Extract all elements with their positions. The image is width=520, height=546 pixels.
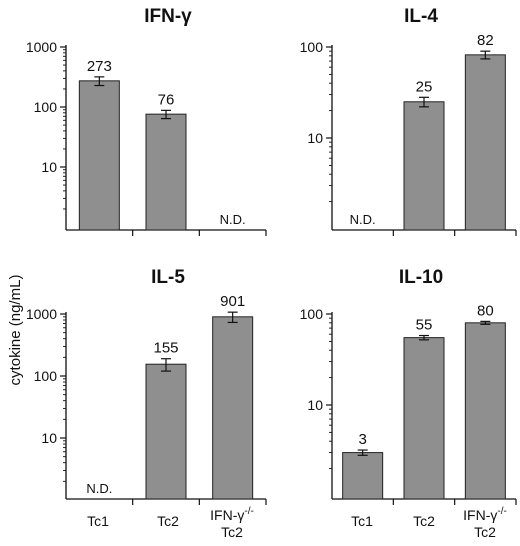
panel-title: IFN-γ (144, 6, 192, 27)
y-tick-label: 100 (34, 99, 58, 115)
y-axis-label: cytokine (ng/mL) (7, 275, 24, 386)
category-label-superscript: -/- (497, 506, 506, 517)
category-label: IFN-γ-/- (210, 506, 254, 523)
bar (403, 101, 445, 231)
bar (212, 316, 254, 500)
category-label: Tc2 (474, 524, 496, 540)
data-label: 80 (477, 302, 494, 319)
data-label: 273 (87, 58, 112, 75)
plot-area: 1000 100 10 N.D. 155 901 (26, 293, 267, 505)
category-label: Tc1 (87, 513, 109, 529)
category-label: Tc2 (221, 524, 243, 540)
category-label: Tc1 (351, 513, 373, 529)
not-detected-label: N.D. (350, 212, 376, 227)
bar (145, 363, 187, 500)
bar (464, 322, 506, 500)
category-label: Tc2 (157, 513, 179, 529)
y-tick-label: 100 (34, 368, 58, 384)
panel-il-4: IL-4 (404, 6, 438, 27)
bar (342, 452, 384, 500)
bar (464, 54, 506, 231)
bar (403, 337, 445, 500)
x-axis-labels-right: Tc1 Tc2 IFN-γ-/- Tc2 (351, 506, 507, 540)
y-tick-label: 10 (41, 159, 57, 175)
panel-title: IL-5 (151, 267, 185, 288)
y-tick-label: 10 (307, 397, 323, 413)
panel-title: IL-4 (404, 6, 438, 27)
category-label-superscript: -/- (244, 506, 253, 517)
category-label: Tc2 (413, 513, 435, 529)
data-label: 901 (220, 293, 245, 310)
y-tick-label: 100 (300, 306, 324, 322)
plot-area: 100 10 3 55 80 (300, 302, 517, 505)
y-tick-label: 100 (300, 39, 324, 55)
data-label: 25 (416, 78, 433, 95)
panel-ifn-gamma: IFN-γ (144, 6, 192, 27)
y-tick-label: 1000 (26, 306, 57, 322)
not-detected-label: N.D. (86, 481, 112, 496)
category-label-part: IFN-γ (463, 507, 497, 523)
bar (145, 113, 187, 231)
y-tick-label: 1000 (26, 39, 57, 55)
y-tick-label: 10 (41, 430, 57, 446)
data-label: 76 (158, 91, 175, 108)
plot-area: 1000 100 10 273 76 N.D. (26, 39, 267, 236)
panel-title: IL-10 (399, 267, 443, 288)
data-label: 155 (153, 340, 178, 357)
data-label: 3 (358, 431, 366, 448)
bar (78, 80, 120, 231)
x-axis-labels-left: Tc1 Tc2 IFN-γ-/- Tc2 (87, 506, 254, 540)
plot-area: 100 10 N.D. 25 82 (300, 32, 517, 236)
category-label: IFN-γ-/- (463, 506, 507, 523)
panel-il-10: IL-10 (399, 267, 443, 288)
data-label: 82 (477, 32, 494, 49)
data-label: 55 (416, 317, 433, 334)
category-label-part: IFN-γ (210, 507, 244, 523)
panel-il-5: IL-5 (151, 267, 185, 288)
y-tick-label: 10 (307, 130, 323, 146)
not-detected-label: N.D. (220, 212, 246, 227)
